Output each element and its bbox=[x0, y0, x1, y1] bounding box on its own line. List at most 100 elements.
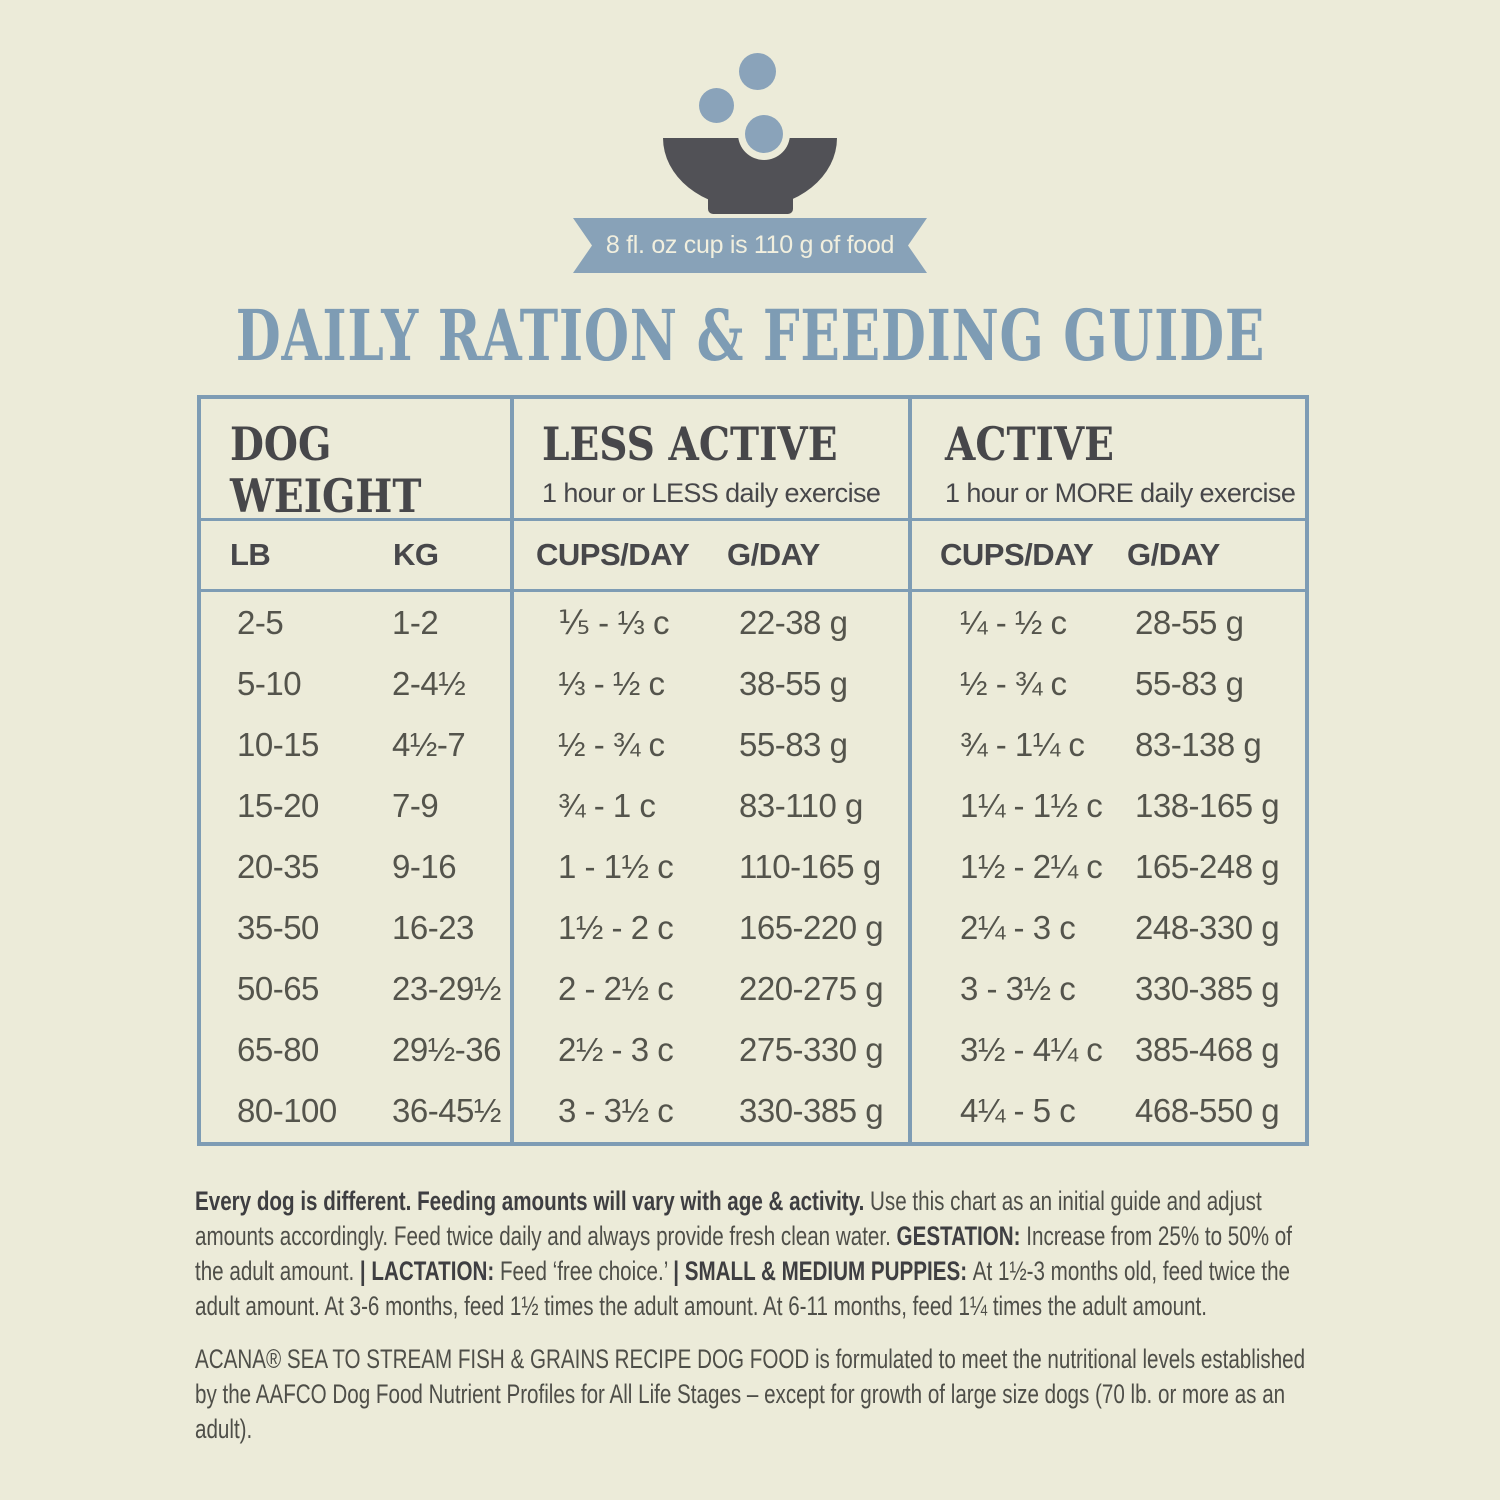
cell-less-cups: ½ - ¾ c bbox=[558, 725, 665, 763]
cell-active-g: 330-385 g bbox=[1135, 970, 1280, 1008]
feeding-table: DOG WEIGHT LESS ACTIVE 1 hour or LESS da… bbox=[197, 395, 1309, 1146]
cell-active-cups: ½ - ¾ c bbox=[960, 664, 1067, 702]
subheader-active-g: G/DAY bbox=[1127, 537, 1220, 572]
cell-active-cups: 4¼ - 5 c bbox=[960, 1092, 1076, 1130]
feeding-notes: Every dog is different. Feeding amounts … bbox=[195, 1184, 1309, 1324]
kibble-icon bbox=[745, 115, 783, 153]
cell-lb: 20-35 bbox=[237, 847, 319, 885]
cell-less-cups: 3 - 3½ c bbox=[558, 1092, 674, 1130]
cell-less-g: 165-220 g bbox=[739, 909, 884, 947]
page-title-wrap: DAILY RATION & FEEDING GUIDE bbox=[0, 294, 1500, 377]
table-subheader-row: LB KG CUPS/DAY G/DAY CUPS/DAY G/DAY bbox=[201, 521, 1305, 589]
note-segment: Feed ‘free choice.’ bbox=[499, 1256, 674, 1286]
subheader-less-g: G/DAY bbox=[727, 537, 820, 572]
bowl-foot bbox=[708, 198, 793, 214]
cell-kg: 9-16 bbox=[392, 847, 457, 885]
cell-active-g: 138-165 g bbox=[1135, 786, 1280, 824]
header-less-active: LESS ACTIVE 1 hour or LESS daily exercis… bbox=[510, 399, 908, 522]
cell-less-cups: ⅓ - ½ c bbox=[558, 664, 665, 702]
kibble-icon bbox=[699, 88, 734, 123]
cell-active-g: 165-248 g bbox=[1135, 847, 1280, 885]
kibble-icon bbox=[739, 53, 776, 90]
cell-active-cups: 3½ - 4¼ c bbox=[960, 1031, 1103, 1069]
table-row: 10-15 4½-7 ½ - ¾ c 55-83 g ¾ - 1¼ c 83-1… bbox=[201, 714, 1305, 775]
cell-active-cups: 3 - 3½ c bbox=[960, 970, 1076, 1008]
subheader-kg: KG bbox=[393, 537, 439, 572]
row-divider bbox=[201, 589, 1305, 592]
note-segment: Use this chart as an initial guide and a… bbox=[195, 1186, 1262, 1251]
table-row: 80-100 36-45½ 3 - 3½ c 330-385 g 4¼ - 5 … bbox=[201, 1081, 1305, 1142]
cell-less-g: 22-38 g bbox=[739, 603, 848, 641]
cell-active-cups: ¾ - 1¼ c bbox=[960, 725, 1085, 763]
cell-less-cups: 2 - 2½ c bbox=[558, 970, 674, 1008]
cell-less-g: 83-110 g bbox=[739, 786, 863, 824]
note-segment: | LACTATION: bbox=[359, 1256, 500, 1286]
header-title: LESS ACTIVE bbox=[542, 417, 838, 471]
column-divider bbox=[510, 399, 514, 1142]
header-subtitle: 1 hour or LESS daily exercise bbox=[542, 477, 881, 508]
cell-lb: 5-10 bbox=[237, 664, 302, 702]
cell-less-g: 38-55 g bbox=[739, 664, 848, 702]
note-segment: At 1½-3 months old, feed twice the adult… bbox=[195, 1256, 1291, 1321]
cell-active-cups: ¼ - ½ c bbox=[960, 603, 1067, 641]
column-divider bbox=[908, 399, 912, 1142]
header-active: ACTIVE 1 hour or MORE daily exercise bbox=[908, 399, 1305, 522]
note-segment: | SMALL & MEDIUM PUPPIES: bbox=[673, 1256, 973, 1286]
cell-less-cups: ⅕ - ⅓ c bbox=[558, 604, 670, 642]
cell-active-cups: 1¼ - 1½ c bbox=[960, 786, 1103, 824]
cell-active-g: 248-330 g bbox=[1135, 909, 1280, 947]
header-dog-weight: DOG WEIGHT bbox=[201, 399, 510, 522]
cell-less-cups: 1 - 1½ c bbox=[558, 847, 674, 885]
page-title: DAILY RATION & FEEDING GUIDE bbox=[235, 294, 1265, 377]
cell-less-g: 110-165 g bbox=[739, 847, 881, 885]
cell-active-cups: 1½ - 2¼ c bbox=[960, 847, 1103, 885]
cell-less-cups: ¾ - 1 c bbox=[558, 786, 656, 824]
header-title: ACTIVE bbox=[945, 417, 1114, 471]
cell-active-g: 83-138 g bbox=[1135, 725, 1262, 763]
cell-active-g: 385-468 g bbox=[1135, 1031, 1280, 1069]
cell-kg: 4½-7 bbox=[392, 725, 466, 763]
table-header-row: DOG WEIGHT LESS ACTIVE 1 hour or LESS da… bbox=[201, 399, 1305, 521]
cell-kg: 7-9 bbox=[392, 786, 439, 824]
cell-lb: 80-100 bbox=[237, 1092, 337, 1130]
header-subtitle: 1 hour or MORE daily exercise bbox=[945, 477, 1296, 508]
subheader-lb: LB bbox=[230, 537, 271, 572]
cell-less-g: 330-385 g bbox=[739, 1092, 884, 1130]
table-body: 2-5 1-2 ⅕ - ⅓ c 22-38 g ¼ - ½ c 28-55 g … bbox=[201, 592, 1305, 1142]
aafco-statement: ACANA® SEA TO STREAM FISH & GRAINS RECIP… bbox=[195, 1344, 1306, 1444]
cell-less-g: 55-83 g bbox=[739, 725, 848, 763]
cell-kg: 16-23 bbox=[392, 909, 474, 947]
cell-kg: 2-4½ bbox=[392, 664, 466, 702]
table-row: 35-50 16-23 1½ - 2 c 165-220 g 2¼ - 3 c … bbox=[201, 898, 1305, 959]
cell-lb: 15-20 bbox=[237, 786, 319, 824]
cell-active-g: 468-550 g bbox=[1135, 1092, 1280, 1130]
note-segment: Every dog is different. Feeding amounts … bbox=[195, 1186, 871, 1216]
cell-active-g: 28-55 g bbox=[1135, 603, 1244, 641]
subheader-less-cups: CUPS/DAY bbox=[536, 537, 690, 572]
cell-active-g: 55-83 g bbox=[1135, 664, 1244, 702]
cell-less-cups: 2½ - 3 c bbox=[558, 1031, 674, 1069]
table-row: 2-5 1-2 ⅕ - ⅓ c 22-38 g ¼ - ½ c 28-55 g bbox=[201, 592, 1305, 653]
row-divider bbox=[201, 518, 1305, 521]
table-row: 65-80 29½-36 2½ - 3 c 275-330 g 3½ - 4¼ … bbox=[201, 1020, 1305, 1081]
cup-measure-label: 8 fl. oz cup is 110 g of food bbox=[605, 231, 895, 259]
cell-less-cups: 1½ - 2 c bbox=[558, 909, 674, 947]
cell-kg: 29½-36 bbox=[392, 1031, 501, 1069]
subheader-active-cups: CUPS/DAY bbox=[940, 537, 1094, 572]
table-row: 20-35 9-16 1 - 1½ c 110-165 g 1½ - 2¼ c … bbox=[201, 836, 1305, 897]
cell-less-g: 220-275 g bbox=[739, 970, 884, 1008]
cell-lb: 50-65 bbox=[237, 970, 319, 1008]
table-row: 50-65 23-29½ 2 - 2½ c 220-275 g 3 - 3½ c… bbox=[201, 959, 1305, 1020]
cell-lb: 65-80 bbox=[237, 1031, 319, 1069]
cell-kg: 23-29½ bbox=[392, 970, 501, 1008]
table-row: 15-20 7-9 ¾ - 1 c 83-110 g 1¼ - 1½ c 138… bbox=[201, 775, 1305, 836]
cell-active-cups: 2¼ - 3 c bbox=[960, 909, 1076, 947]
cell-less-g: 275-330 g bbox=[739, 1031, 884, 1069]
cell-kg: 1-2 bbox=[392, 603, 439, 641]
note-segment: Increase from 25% to 50% of the adult am… bbox=[195, 1221, 1292, 1286]
cell-lb: 10-15 bbox=[237, 725, 319, 763]
cup-measure-ribbon: 8 fl. oz cup is 110 g of food bbox=[573, 218, 927, 273]
cell-lb: 2-5 bbox=[237, 603, 284, 641]
cell-lb: 35-50 bbox=[237, 909, 319, 947]
